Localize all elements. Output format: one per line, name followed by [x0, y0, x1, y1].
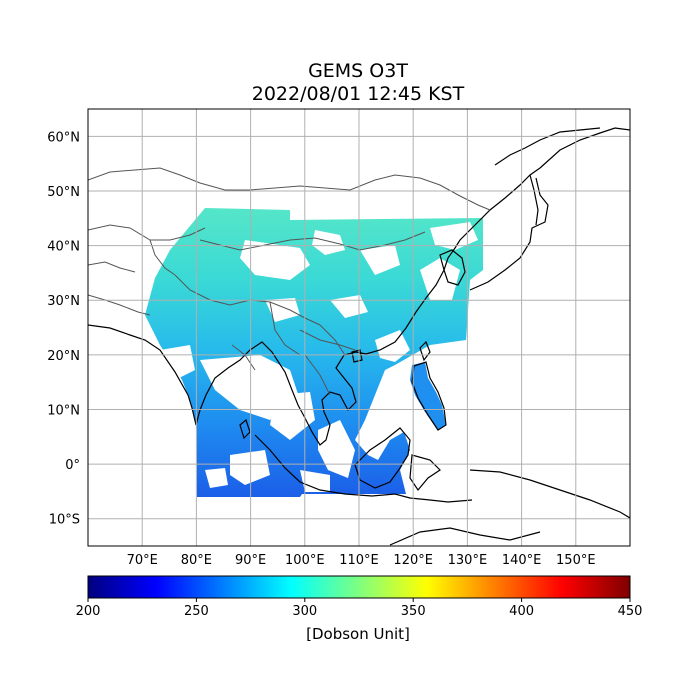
- colorbar-tick-label: 300: [292, 604, 318, 619]
- coast-arctic: [494, 127, 601, 166]
- lat-tick-label: 20°N: [47, 349, 80, 364]
- coast-aus-north: [389, 527, 541, 546]
- colorbar-tick-label: 400: [509, 604, 535, 619]
- gridlines: [88, 109, 630, 546]
- lat-tick-label: 30°N: [47, 294, 80, 309]
- coast-hainan: [351, 349, 363, 363]
- ozone-swath: [145, 208, 483, 497]
- coast-srilanka: [239, 418, 251, 440]
- map-title: GEMS O3T: [308, 60, 408, 82]
- lat-tick-label: 40°N: [47, 240, 80, 255]
- colorbar: [87, 575, 631, 599]
- lat-tick-label: 60°N: [47, 130, 80, 145]
- lon-tick-label: 80°E: [181, 553, 212, 568]
- colorbar-tick-label: 350: [400, 604, 426, 619]
- lat-tick-label: 10°S: [49, 513, 80, 528]
- colorbar-tick-label: 200: [75, 604, 101, 619]
- lon-tick-label: 130°E: [448, 553, 488, 568]
- coast-taiwan: [419, 340, 431, 362]
- colorbar-units-label: [Dobson Unit]: [306, 625, 410, 643]
- map-frame: [87, 108, 631, 547]
- lon-tick-label: 140°E: [502, 553, 542, 568]
- lon-tick-label: 120°E: [393, 553, 433, 568]
- coast-philippines: [411, 361, 447, 431]
- lat-tick-label: 0°: [65, 458, 80, 473]
- map-subtitle: 2022/08/01 12:45 KST: [251, 83, 465, 105]
- philippines-patch: [410, 362, 446, 430]
- coast-japan: [469, 177, 549, 291]
- lon-tick-label: 150°E: [556, 553, 596, 568]
- colorbar-tick-label: 450: [617, 604, 643, 619]
- lon-tick-label: 90°E: [235, 553, 266, 568]
- lon-tick-label: 100°E: [285, 553, 325, 568]
- coast-borneo: [354, 427, 411, 489]
- coast-sulawesi: [409, 454, 441, 492]
- lat-tick-label: 50°N: [47, 185, 80, 200]
- colorbar-tick-label: 250: [183, 604, 209, 619]
- coast-png: [469, 469, 630, 519]
- lon-tick-label: 110°E: [339, 553, 379, 568]
- lat-tick-label: 10°N: [47, 403, 80, 418]
- lon-tick-label: 70°E: [127, 553, 158, 568]
- coast-korea: [439, 249, 466, 286]
- coast-sakhalin: [529, 174, 539, 226]
- coast-arabia-india: [88, 167, 541, 446]
